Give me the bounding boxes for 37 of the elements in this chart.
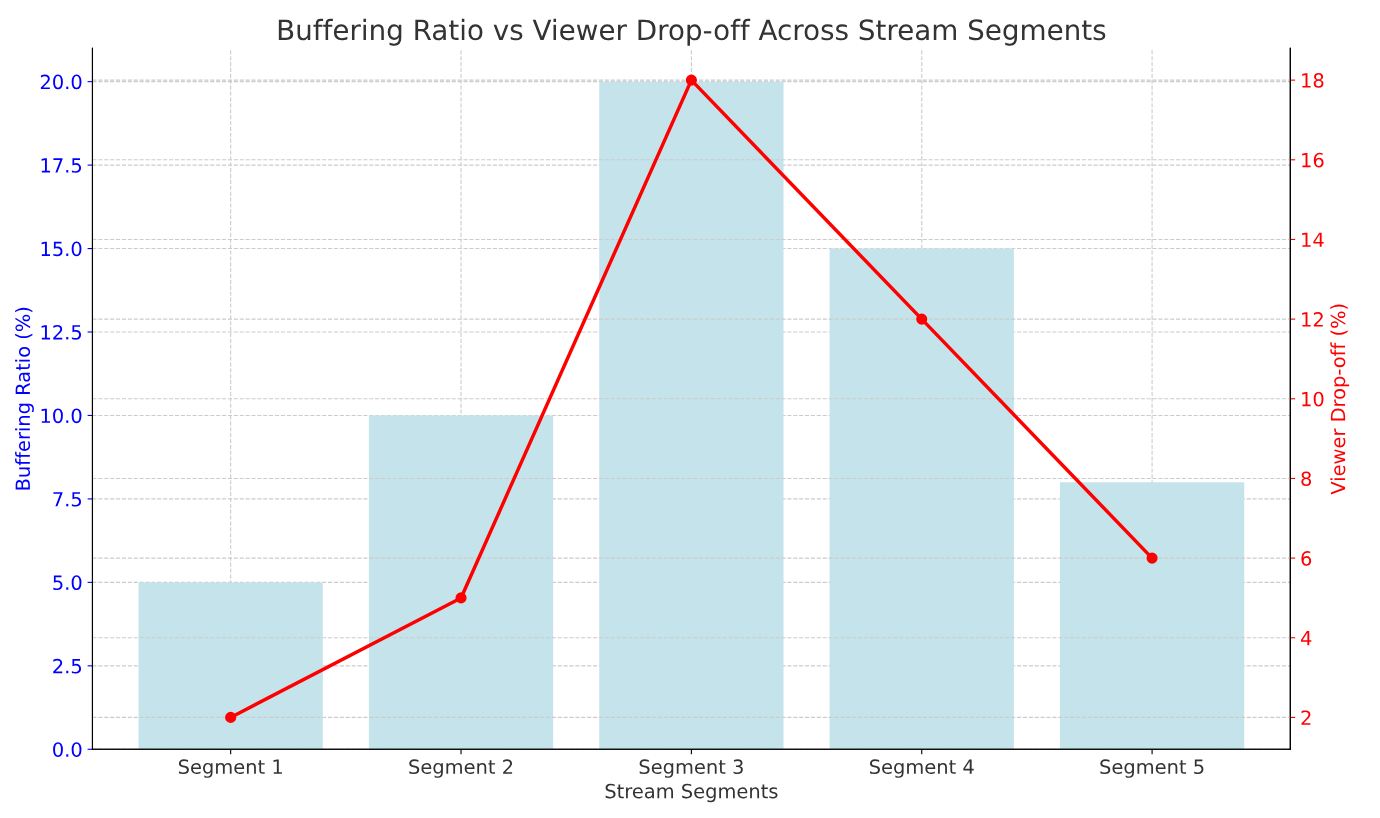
chart-title: Buffering Ratio vs Viewer Drop-off Across Stream Segments — [278, 18, 1106, 46]
x-tick-label: Segment 1 — [178, 759, 282, 778]
x-axis-title: Stream Segments — [605, 783, 778, 803]
point — [685, 74, 697, 86]
y2-tick-label: 8 — [1301, 471, 1312, 487]
y2-tick-label: 18 — [1302, 73, 1324, 88]
point — [916, 313, 928, 325]
y2-tick-label: 10 — [1302, 391, 1324, 407]
y2-tick-label: 16 — [1302, 152, 1324, 168]
y-tick-label: 7.5 — [53, 492, 82, 507]
bar — [138, 582, 323, 750]
bar — [599, 81, 784, 750]
bar — [829, 248, 1014, 750]
y-tick-label: 0.0 — [53, 742, 82, 757]
point — [225, 711, 237, 723]
x-tick-label: Segment 3 — [639, 759, 743, 778]
y2-axis-title: Viewer Drop-off (%) — [1330, 304, 1350, 495]
x-tick-label: Segment 2 — [409, 759, 513, 778]
y2-tick-label: 14 — [1302, 232, 1324, 247]
y-tick-label: 2.5 — [53, 658, 82, 674]
y-tick-label: 12.5 — [41, 324, 82, 340]
x-tick-label: Segment 5 — [1100, 759, 1204, 778]
y-axis-title: Buffering Ratio (%) — [15, 307, 34, 490]
y2-tick-label: 4 — [1300, 630, 1312, 646]
x-tick-label: Segment 4 — [869, 759, 974, 778]
y2-tick-label: 6 — [1301, 551, 1312, 566]
y2-tick-label: 12 — [1302, 312, 1323, 327]
y-tick-label: 17.5 — [41, 158, 82, 173]
point — [455, 592, 467, 604]
y-tick-label: 5.0 — [53, 575, 82, 591]
y-tick-label: 15.0 — [41, 241, 82, 257]
bar — [368, 415, 554, 750]
point — [1146, 552, 1158, 564]
y-tick-label: 10.0 — [41, 408, 82, 424]
y-tick-label: 20.0 — [40, 74, 82, 90]
bar — [1059, 482, 1245, 750]
y2-tick-label: 2 — [1301, 710, 1311, 725]
